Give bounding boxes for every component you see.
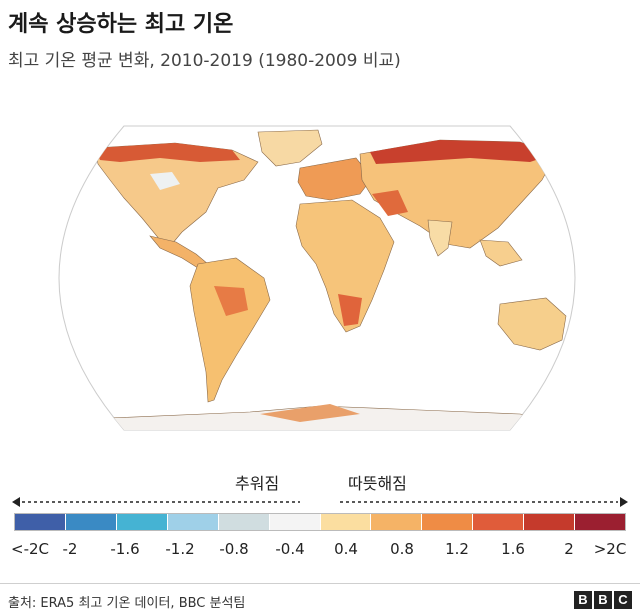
legend-warm-label: 따뜻해짐: [348, 474, 407, 493]
legend-swatch: [269, 514, 321, 530]
legend-swatch: [422, 514, 474, 530]
world-temperature-map: [58, 125, 576, 431]
australia-shape: [497, 297, 567, 351]
legend-tick-label: -2: [62, 540, 78, 558]
legend-tick-label: -0.4: [275, 540, 305, 558]
legend-cold-label: 추워짐: [235, 474, 280, 493]
warm-arrow-icon: [620, 497, 628, 507]
cold-arrow-icon: [12, 497, 20, 507]
page-subtitle: 최고 기온 평균 변화, 2010-2019 (1980-2009 비교): [8, 51, 401, 71]
legend-tick-label: 0.8: [390, 540, 414, 558]
legend-swatch: [65, 514, 117, 530]
source-text: 출처: ERA5 최고 기온 데이터, BBC 분석팀: [8, 596, 246, 611]
legend-swatch: [524, 514, 576, 530]
legend-swatch: [575, 514, 626, 530]
legend-swatch: [473, 514, 525, 530]
greenland-shape: [257, 129, 323, 167]
legend-swatch: [218, 514, 270, 530]
southeast-asia-shape: [479, 239, 523, 267]
legend-tick-label: 1.2: [445, 540, 469, 558]
antarctica-warm-patch: [260, 404, 360, 422]
legend-swatch: [320, 514, 372, 530]
antarctica-shape: [89, 405, 561, 430]
africa-shape: [295, 199, 395, 333]
bbc-logo-letter: C: [614, 591, 632, 609]
legend-tick-label: 0.4: [334, 540, 358, 558]
bbc-logo: B B C: [574, 591, 632, 609]
legend-swatch: [116, 514, 168, 530]
north-america-cool-patch: [150, 172, 180, 190]
bbc-logo-letter: B: [574, 591, 592, 609]
legend-swatch: [15, 514, 66, 530]
legend-tick-label: 1.6: [501, 540, 525, 558]
legend-arrows: [12, 497, 628, 507]
legend-tick-label: >2C: [593, 540, 627, 558]
bbc-logo-letter: B: [594, 591, 612, 609]
legend-tick-label: <-2C: [11, 540, 49, 558]
legend-tick-label: -1.6: [110, 540, 140, 558]
middle-east-hot: [372, 190, 408, 216]
india-shape: [427, 219, 453, 257]
north-america-shape: [94, 142, 259, 245]
africa-hot-south: [338, 294, 362, 326]
legend-color-bar: [14, 513, 626, 531]
north-america-arctic-warming: [95, 143, 240, 162]
legend-tick-label: 2: [564, 540, 574, 558]
page-title: 계속 상승하는 최고 기온: [8, 12, 234, 37]
legend-swatch: [167, 514, 219, 530]
south-america-shape: [189, 257, 271, 403]
south-america-hot-patch: [214, 286, 248, 316]
siberia-warming: [370, 140, 554, 164]
legend-tick-label: -0.8: [219, 540, 249, 558]
legend-tick-label: -1.2: [165, 540, 195, 558]
europe-shape: [297, 157, 373, 201]
footer-divider: [0, 583, 640, 584]
legend-swatch: [371, 514, 423, 530]
